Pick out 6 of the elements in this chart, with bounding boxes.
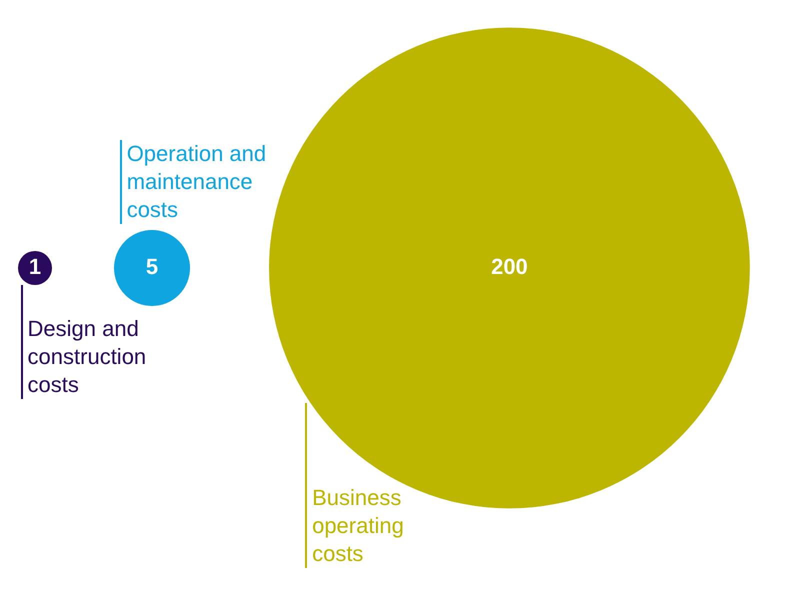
category-label: Business operating costs: [312, 484, 405, 568]
data-label: 5: [146, 254, 158, 280]
data-label: 200: [491, 254, 528, 280]
data-label: 1: [28, 254, 42, 280]
category-label: Operation and maintenance costs: [126, 140, 268, 224]
category-label: Design and construction costs: [28, 315, 148, 399]
